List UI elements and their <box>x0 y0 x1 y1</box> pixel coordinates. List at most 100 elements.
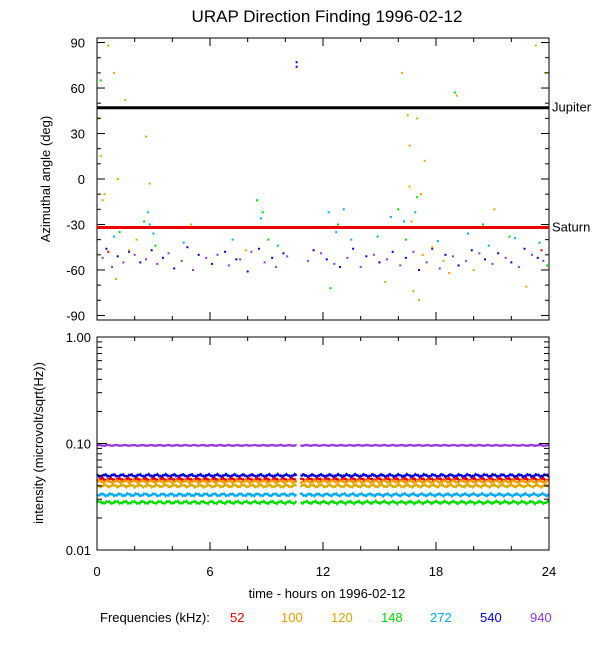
azimuth-point-540 <box>257 247 260 250</box>
azimuth-point-120 <box>116 178 119 180</box>
azimuth-point-120 <box>455 94 458 97</box>
azimuth-point-120 <box>534 44 537 47</box>
reference-label-jupiter: Jupiter <box>552 100 592 115</box>
azimuth-point-540 <box>483 258 486 261</box>
azimuth-point-120 <box>431 246 434 249</box>
intensity-axis-title: intensity (microvolt/sqrt(Hz)) <box>31 362 46 524</box>
azimuth-point-120 <box>384 281 387 284</box>
azimuth-point-272 <box>259 217 262 220</box>
azimuth-point-940 <box>156 262 159 265</box>
azimuth-point-940 <box>306 259 309 262</box>
azimuth-point-120 <box>423 159 426 162</box>
azimuth-point-120 <box>135 238 138 241</box>
time-axis-title: time - hours on 1996-02-12 <box>249 586 406 601</box>
frequency-label-52: 52 <box>230 610 245 625</box>
azimuth-point-940 <box>517 265 520 268</box>
azimuth-y-tick-label: 90 <box>71 36 85 51</box>
azimuth-point-540 <box>224 250 227 253</box>
azimuth-point-940 <box>205 256 208 259</box>
azimuth-point-540 <box>271 256 274 259</box>
chart-title: URAP Direction Finding 1996-02-12 <box>192 7 463 26</box>
time-x-tick-label: 24 <box>542 564 556 579</box>
azimuth-y-tick-label: -60 <box>66 263 85 278</box>
azimuth-point-120 <box>190 223 193 226</box>
azimuth-point-272 <box>276 244 279 247</box>
azimuth-point-540 <box>325 258 328 261</box>
azimuth-point-540 <box>186 246 189 249</box>
azimuth-point-100 <box>421 253 424 256</box>
azimuth-point-148 <box>337 223 340 226</box>
frequency-label-100: 100 <box>281 610 303 625</box>
azimuth-point-272 <box>514 237 517 240</box>
azimuth-point-940 <box>491 262 494 265</box>
azimuth-point-940 <box>359 265 362 268</box>
azimuth-point-540 <box>338 265 341 268</box>
frequency-label-540: 540 <box>480 610 502 625</box>
azimuth-point-540 <box>246 270 249 273</box>
azimuth-point-940 <box>111 265 114 268</box>
azimuth-point-100 <box>101 199 104 202</box>
frequency-label-120: 120 <box>331 610 353 625</box>
azimuth-point-120 <box>419 193 422 196</box>
azimuth-point-540 <box>431 247 434 250</box>
intensity-trace-100 <box>96 478 298 485</box>
azimuth-point-272 <box>402 220 405 223</box>
azimuth-point-940 <box>372 253 375 256</box>
azimuth-point-52 <box>540 249 543 252</box>
azimuth-point-100 <box>448 272 451 274</box>
azimuth-point-540 <box>523 247 526 250</box>
azimuth-point-940 <box>250 250 253 253</box>
azimuth-point-540 <box>197 253 200 256</box>
reference-label-saturn: Saturn <box>552 220 590 235</box>
intensity-trace-940 <box>300 443 550 448</box>
azimuth-point-148 <box>416 196 419 199</box>
intensity-y-tick-label: 1.00 <box>66 330 91 345</box>
azimuth-point-540 <box>105 247 108 250</box>
azimuth-point-940 <box>101 256 104 259</box>
azimuth-point-272 <box>231 238 234 241</box>
azimuth-point-940 <box>320 252 323 255</box>
azimuth-point-120 <box>114 278 117 281</box>
intensity-panel: 1.00 0.10 0.010 6 12 18 24 intensity (microvol… <box>31 330 556 601</box>
azimuth-point-52 <box>107 250 110 253</box>
azimuth-point-120 <box>412 290 415 293</box>
time-x-tick-label: 12 <box>316 564 330 579</box>
azimuth-point-120 <box>99 155 102 158</box>
azimuth-point-272 <box>152 232 155 235</box>
azimuth-point-120 <box>408 185 411 188</box>
azimuth-point-540 <box>404 256 407 259</box>
azimuth-point-120 <box>418 299 421 302</box>
azimuth-point-940 <box>180 259 183 262</box>
frequency-label-272: 272 <box>430 610 452 625</box>
azimuth-point-940 <box>133 253 136 256</box>
azimuth-y-tick-label: 0 <box>78 172 85 187</box>
azimuth-point-940 <box>167 252 170 255</box>
azimuth-point-940 <box>239 258 242 261</box>
intensity-trace-272 <box>299 491 550 499</box>
azimuth-point-940 <box>504 256 507 259</box>
azimuth-point-540 <box>161 256 164 259</box>
azimuth-point-120 <box>148 182 151 185</box>
azimuth-point-272 <box>350 238 353 241</box>
azimuth-point-540 <box>470 249 473 252</box>
azimuth-point-540 <box>128 250 131 253</box>
azimuth-point-940 <box>274 265 277 268</box>
azimuth-point-120 <box>416 117 419 120</box>
azimuth-point-940 <box>333 262 336 265</box>
azimuth-point-120 <box>144 135 147 138</box>
intensity-trace-540 <box>96 472 298 479</box>
azimuth-point-120 <box>493 208 496 211</box>
intensity-trace-100 <box>299 478 550 485</box>
time-x-tick-label: 0 <box>93 564 100 579</box>
frequency-label-148: 148 <box>381 610 403 625</box>
intensity-y-tick-label: 0.01 <box>66 543 91 558</box>
azimuth-point-940 <box>286 255 289 258</box>
azimuth-point-540 <box>282 252 285 255</box>
azimuth-y-tick-label: -90 <box>66 308 85 323</box>
azimuth-point-272 <box>146 211 149 214</box>
azimuth-point-540 <box>352 247 355 250</box>
azimuth-point-120 <box>107 44 110 47</box>
azimuth-point-120 <box>406 114 409 117</box>
azimuth-panel: 90 60 30 0 -30 -60 -90 Jupiter Saturn Azimuthal… <box>38 36 592 324</box>
